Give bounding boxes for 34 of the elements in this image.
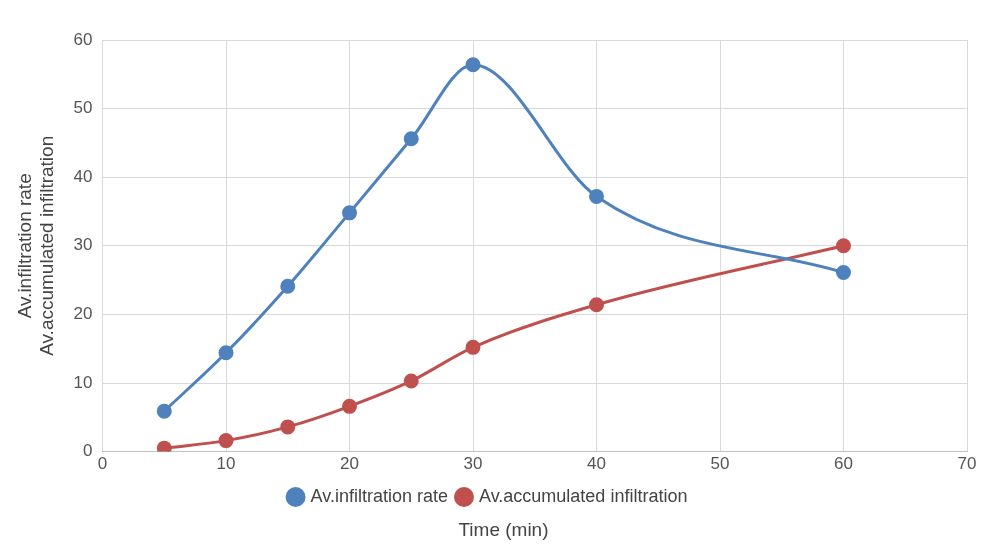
y-tick-label: 30 bbox=[73, 235, 93, 255]
y-axis-title: Av.infiltration rate Av.accumulated infiltration bbox=[13, 135, 58, 356]
point bbox=[465, 339, 481, 355]
legend-label: Av.infiltration rate bbox=[310, 485, 448, 506]
x-tick-label: 20 bbox=[340, 454, 359, 474]
x-tick-label: 0 bbox=[97, 454, 108, 474]
point bbox=[280, 419, 296, 435]
x-tick-label: 10 bbox=[216, 454, 236, 474]
legend-label: Av.accumulated infiltration bbox=[478, 485, 688, 506]
point bbox=[218, 345, 234, 361]
point bbox=[342, 205, 358, 221]
point bbox=[836, 265, 851, 281]
y-tick-label: 20 bbox=[73, 304, 93, 324]
point bbox=[156, 403, 172, 419]
x-axis-title: Time (min) bbox=[457, 519, 550, 541]
point bbox=[403, 131, 419, 147]
point bbox=[465, 57, 481, 73]
point bbox=[589, 188, 604, 204]
point bbox=[342, 398, 358, 414]
x-tick-label: 60 bbox=[834, 454, 853, 474]
point bbox=[403, 373, 419, 389]
y-tick-label: 10 bbox=[73, 372, 93, 392]
point bbox=[218, 433, 234, 449]
point bbox=[280, 278, 296, 294]
x-tick-label: 40 bbox=[587, 454, 606, 474]
y-tick-label: 50 bbox=[73, 98, 93, 118]
y-tick-label: 0 bbox=[83, 441, 93, 461]
point bbox=[836, 238, 851, 254]
y-tick-label: 40 bbox=[73, 166, 93, 186]
y-tick-label: 60 bbox=[73, 29, 93, 49]
x-tick-label: 30 bbox=[463, 454, 483, 474]
x-tick-label: 50 bbox=[710, 454, 730, 474]
point bbox=[589, 297, 604, 313]
x-tick-label: 70 bbox=[957, 454, 977, 474]
